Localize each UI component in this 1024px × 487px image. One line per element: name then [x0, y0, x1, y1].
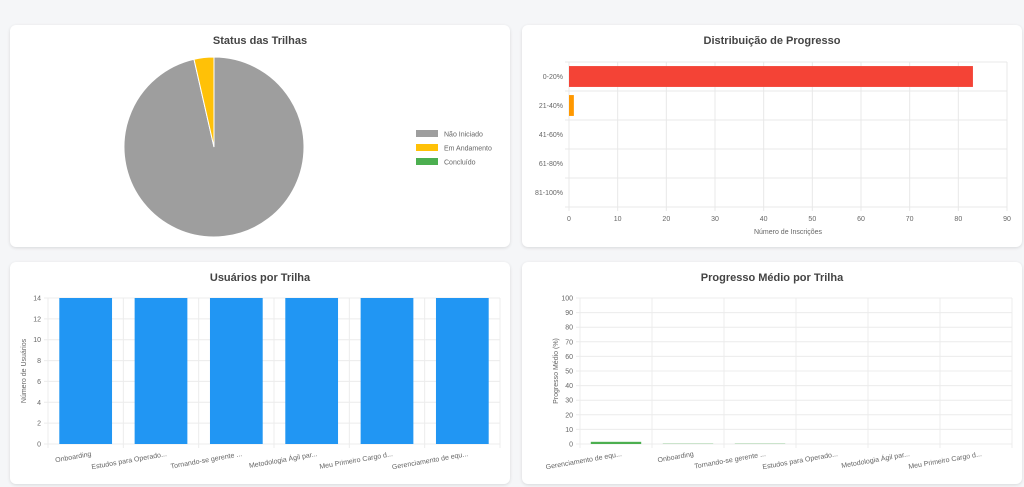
bar — [134, 298, 188, 444]
y-tick-label: 21-40% — [539, 103, 563, 110]
y-tick-label: 8 — [37, 358, 41, 365]
status-pie-chart: Não Iniciado Em Andamento Concluído — [123, 56, 492, 238]
bar — [59, 298, 113, 444]
avg-progress-title: Progresso Médio por Trilha — [700, 272, 844, 284]
y-tick-label: 12 — [33, 316, 41, 323]
x-tick-label: 10 — [614, 216, 622, 223]
y-tick-label: 14 — [33, 296, 41, 303]
bar — [734, 443, 786, 444]
bar — [590, 441, 642, 444]
bar — [569, 95, 574, 116]
y-tick-label: 40 — [565, 383, 573, 390]
x-tick-label: Meu Primeiro Cargo d... — [908, 451, 982, 471]
x-tick-label: 40 — [760, 216, 768, 223]
y-tick-label: 2 — [37, 421, 41, 428]
legend-label: Concluído — [444, 160, 476, 167]
x-tick-label: Onboarding — [55, 451, 92, 464]
y-tick-label: 20 — [565, 412, 573, 419]
bar — [662, 443, 714, 444]
bar — [435, 298, 489, 444]
legend-swatch — [416, 158, 438, 165]
status-card: Status das Trilhas Não Iniciado Em Andame… — [10, 25, 510, 247]
y-tick-label: 6 — [37, 379, 41, 386]
x-tick-label: 50 — [808, 216, 816, 223]
x-tick-label: 20 — [662, 216, 670, 223]
bar — [209, 298, 263, 444]
x-tick-label: 80 — [954, 216, 962, 223]
y-tick-label: 100 — [561, 296, 573, 303]
x-tick-label: 0 — [567, 216, 571, 223]
status-title: Status das Trilhas — [212, 35, 308, 47]
legend-swatch — [416, 144, 438, 151]
x-tick-label: 90 — [1003, 216, 1011, 223]
x-tick-label: 70 — [906, 216, 914, 223]
x-axis-title: Número de Inscrições — [754, 229, 823, 236]
y-tick-label: 4 — [37, 400, 41, 407]
x-tick-label: Metodologia Ágil par... — [841, 449, 911, 470]
y-tick-label: 80 — [565, 325, 573, 332]
legend-label: Não Iniciado — [444, 132, 483, 139]
x-tick-label: Meu Primeiro Cargo d... — [319, 451, 393, 471]
x-tick-label: 60 — [857, 216, 865, 223]
y-axis-title: Número de Usuários — [21, 338, 28, 403]
y-tick-label: 10 — [565, 427, 573, 434]
y-tick-label: 90 — [565, 310, 573, 317]
bar — [360, 298, 414, 444]
distribution-title: Distribuição de Progresso — [703, 35, 841, 47]
avg-progress-bar-chart: 0 10 20 30 40 50 60 70 80 90 100 Gerenciamento de e… — [545, 296, 1013, 471]
bar — [569, 66, 973, 87]
x-tick-label: Onboarding — [657, 451, 694, 464]
y-tick-label: 50 — [565, 369, 573, 376]
y-axis-title: Progresso Médio (%) — [553, 338, 560, 404]
avg-progress-card: Progresso Médio por Trilha 0 10 20 30 40 50 60… — [522, 262, 1022, 484]
y-tick-label: 0 — [569, 442, 573, 449]
x-tick-label: Tornando-se gerente ... — [694, 451, 767, 470]
legend-label: Em Andamento — [444, 146, 492, 153]
users-card: Usuários por Trilha 0 2 4 6 8 10 12 14 Onboardin… — [10, 262, 510, 484]
distribution-bar-chart: 0 10 20 30 40 50 60 70 80 90 0-20% 21-40% 41-60% 61-8… — [535, 61, 1011, 236]
y-tick-label: 0 — [37, 442, 41, 449]
pie-slice-1 — [193, 56, 215, 148]
y-tick-label: 81-100% — [535, 190, 563, 197]
users-title: Usuários por Trilha — [209, 272, 311, 284]
x-tick-label: Gerenciamento de equ... — [392, 451, 469, 471]
x-tick-label: Gerenciamento de equ... — [545, 451, 622, 471]
x-tick-label: Tornando-se gerente ... — [170, 451, 243, 470]
y-tick-label: 30 — [565, 398, 573, 405]
legend-swatch — [416, 130, 438, 137]
x-tick-label: Metodologia Ágil par... — [248, 449, 318, 470]
y-tick-label: 70 — [565, 339, 573, 346]
y-tick-label: 60 — [565, 354, 573, 361]
y-tick-label: 0-20% — [543, 74, 563, 81]
y-tick-label: 61-80% — [539, 161, 563, 168]
y-tick-label: 41-60% — [539, 132, 563, 139]
distribution-card: Distribuição de Progresso 0 10 20 30 40 50 60 7… — [522, 25, 1022, 247]
bar — [285, 298, 339, 444]
x-tick-label: Estudos para Operado... — [762, 451, 838, 471]
x-tick-label: Estudos para Operado... — [91, 451, 167, 471]
x-tick-label: 30 — [711, 216, 719, 223]
y-tick-label: 10 — [33, 337, 41, 344]
